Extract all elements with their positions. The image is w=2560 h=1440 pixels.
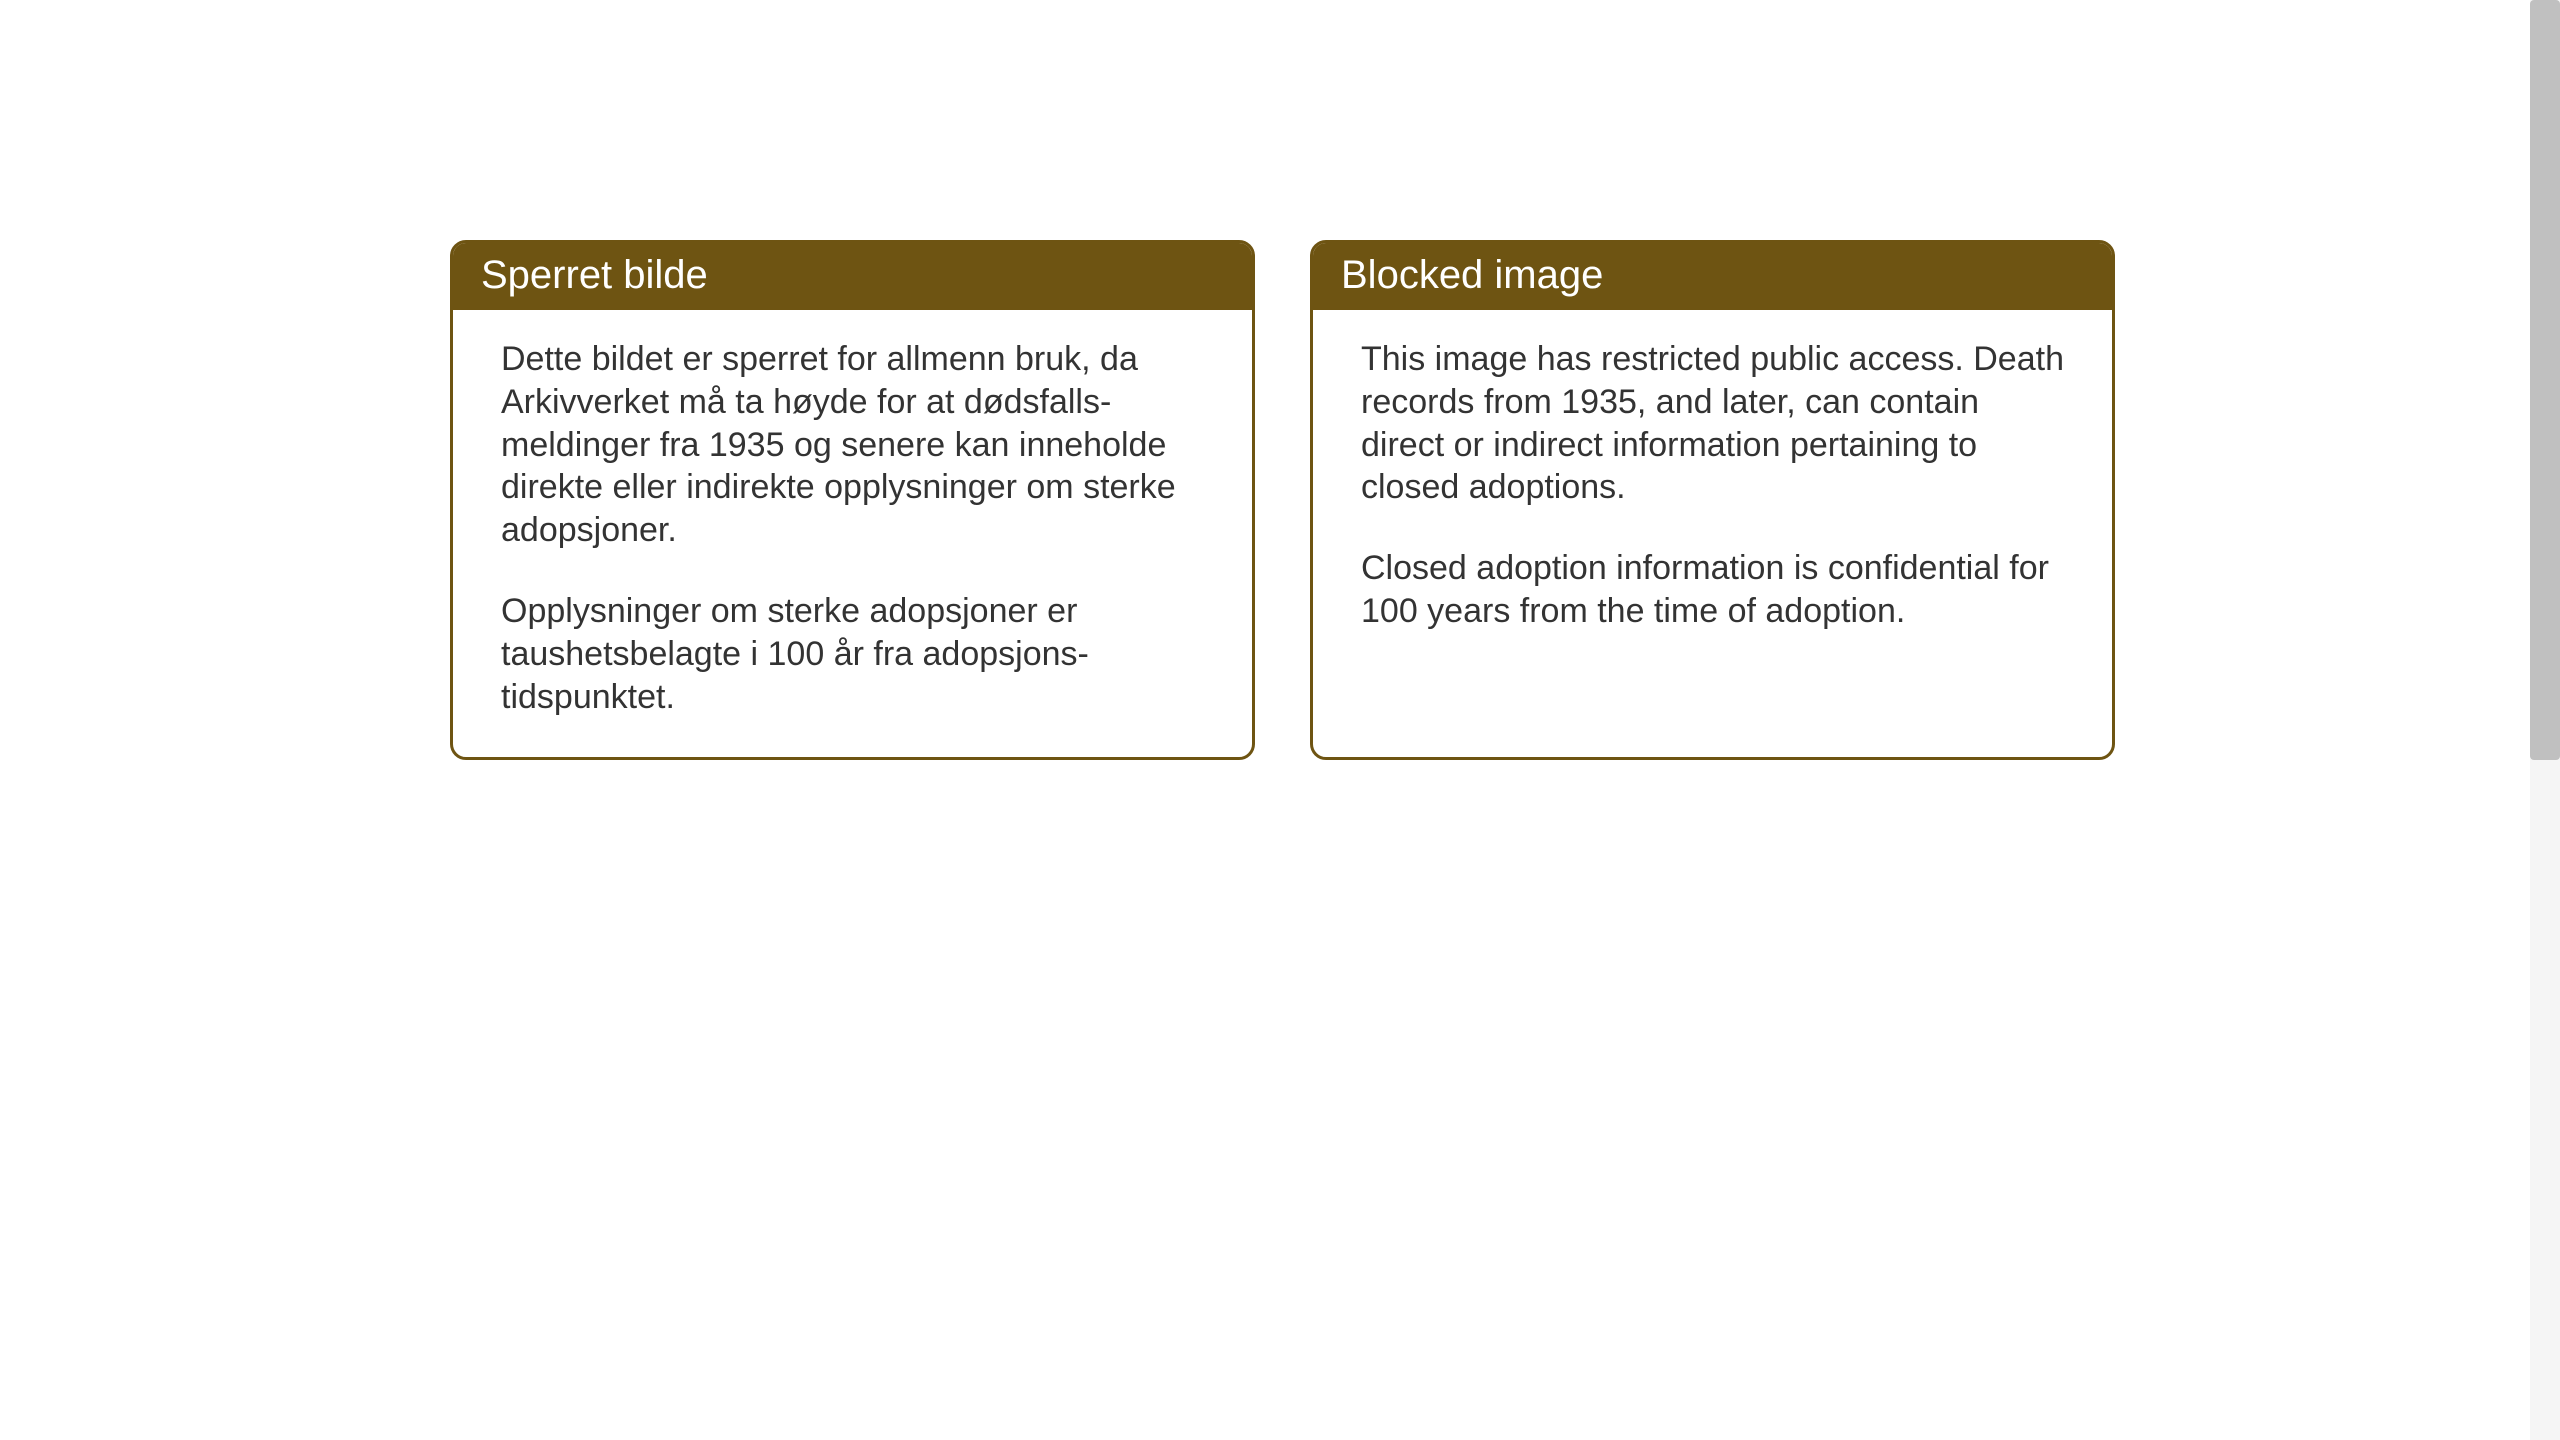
card-norwegian-paragraph-2: Opplysninger om sterke adopsjoner er tau… xyxy=(501,590,1204,718)
scrollbar-thumb[interactable] xyxy=(2530,0,2560,760)
card-norwegian-paragraph-1: Dette bildet er sperret for allmenn bruk… xyxy=(501,338,1204,552)
cards-container: Sperret bilde Dette bildet er sperret fo… xyxy=(450,240,2115,760)
card-english-paragraph-1: This image has restricted public access.… xyxy=(1361,338,2064,509)
card-norwegian: Sperret bilde Dette bildet er sperret fo… xyxy=(450,240,1255,760)
card-english-paragraph-2: Closed adoption information is confident… xyxy=(1361,547,2064,633)
card-english-body: This image has restricted public access.… xyxy=(1313,310,2112,671)
card-english-header: Blocked image xyxy=(1313,243,2112,310)
card-norwegian-header: Sperret bilde xyxy=(453,243,1252,310)
card-english: Blocked image This image has restricted … xyxy=(1310,240,2115,760)
scrollbar-track[interactable] xyxy=(2530,0,2560,1440)
card-norwegian-body: Dette bildet er sperret for allmenn bruk… xyxy=(453,310,1252,757)
